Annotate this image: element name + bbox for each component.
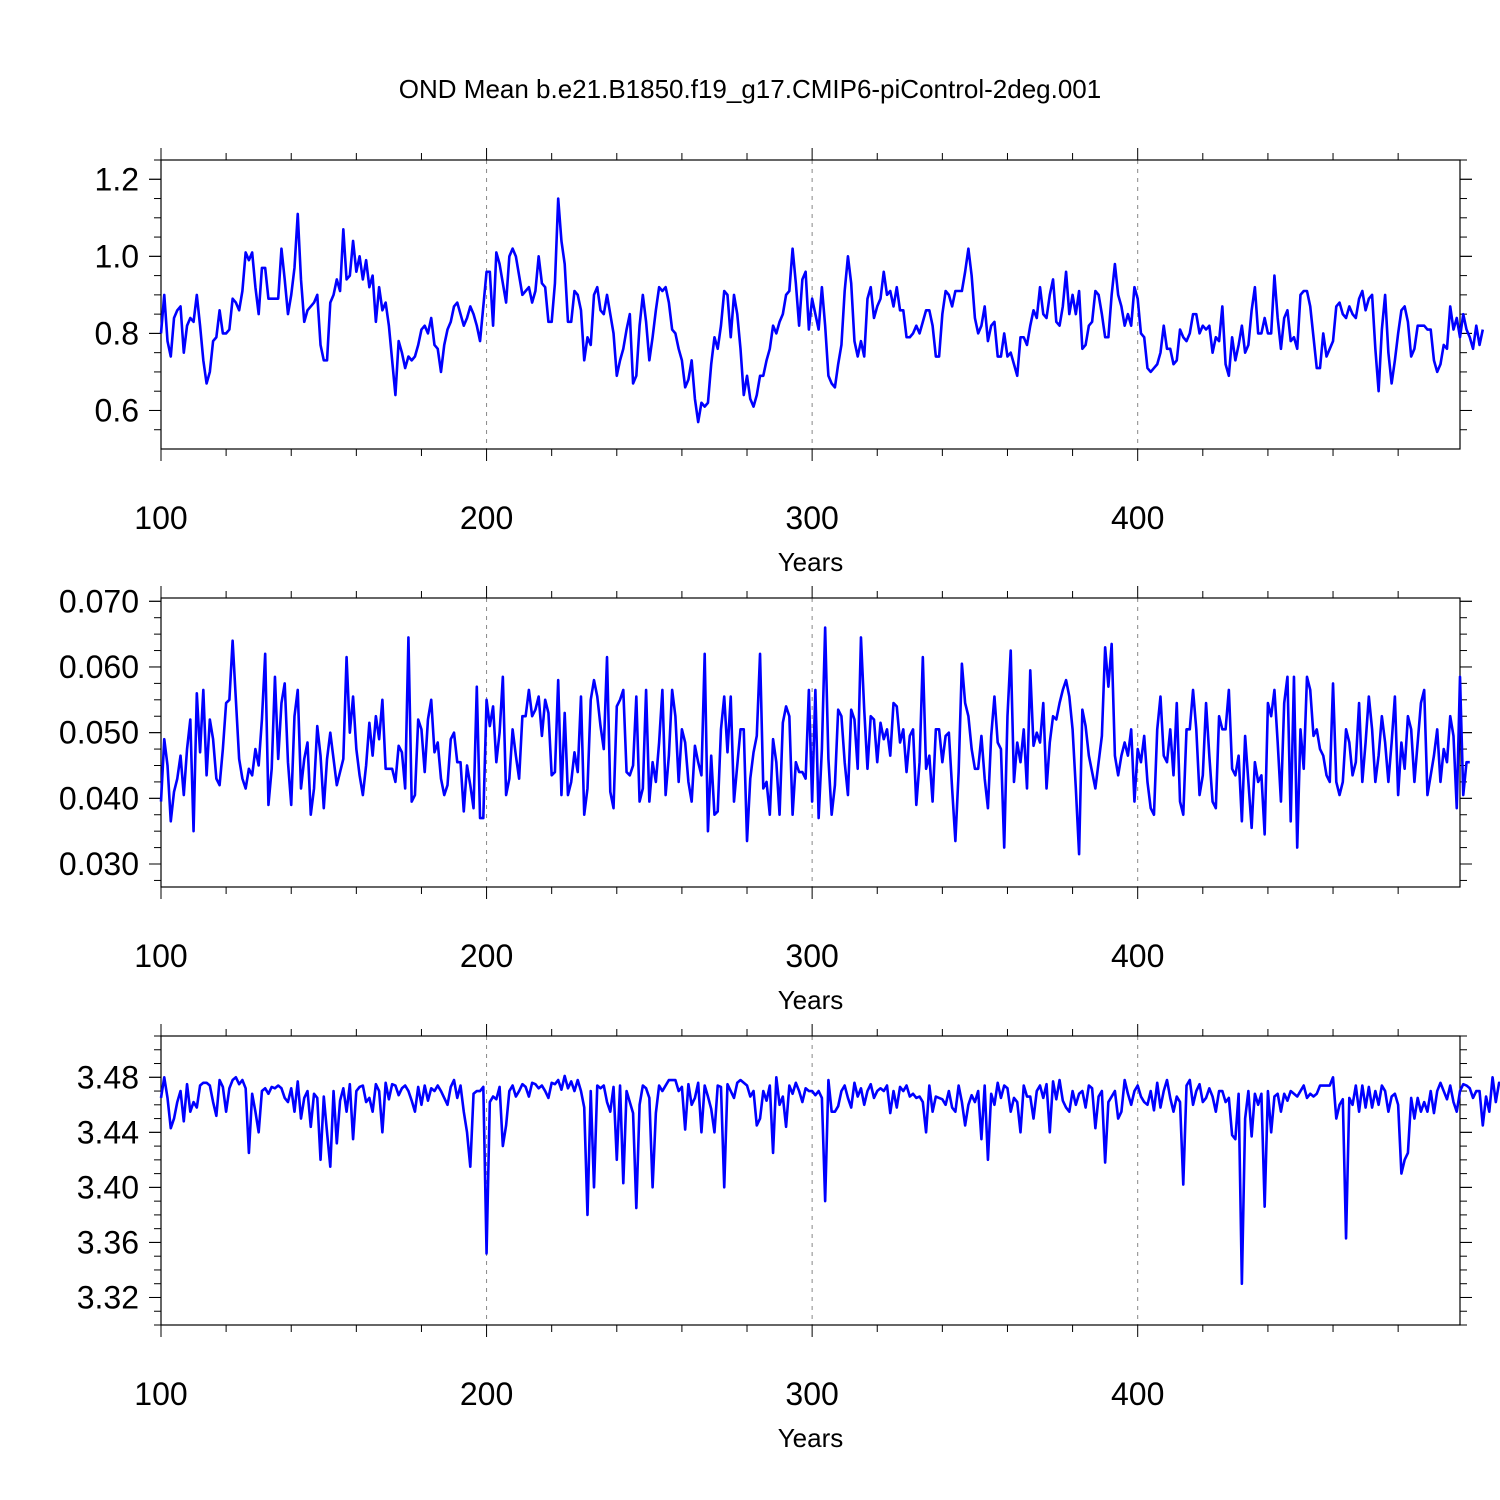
chart-title: OND Mean b.e21.B1850.f19_g17.CMIP6-piCon… [399,74,1101,104]
y-tick-label: 3.48 [77,1059,139,1095]
y-tick-label: 1.2 [95,161,139,197]
y-tick-label: 3.40 [77,1169,139,1205]
y-tick-label: 0.6 [95,392,139,428]
series-line [159,197,1485,424]
plot-frame [160,597,1461,888]
x-tick-label: 300 [785,500,838,536]
x-tick-label: 300 [785,938,838,974]
x-axis-label: Years [778,547,844,577]
y-tick-label: 0.070 [59,583,139,619]
panel-3: 1002003004003.323.363.403.443.48YearsCAr… [77,1024,1500,1453]
x-tick-label: 400 [1111,1376,1164,1412]
y-tick-label: 3.32 [77,1279,139,1315]
series-line [159,626,1470,856]
x-tick-label: 200 [460,1376,513,1412]
y-tick-label: 0.040 [59,780,139,816]
x-tick-label: 300 [785,1376,838,1412]
x-tick-label: 100 [134,500,187,536]
y-tick-label: 3.36 [77,1224,139,1260]
x-axis-label: Years [778,985,844,1015]
x-axis-label: Years [778,1423,844,1453]
x-tick-label: 200 [460,938,513,974]
x-tick-label: 100 [134,1376,187,1412]
y-tick-label: 0.030 [59,846,139,882]
y-tick-label: 0.060 [59,649,139,685]
y-tick-label: 1.0 [95,238,139,274]
x-tick-label: 100 [134,938,187,974]
y-tick-label: 0.050 [59,715,139,751]
x-tick-label: 200 [460,500,513,536]
panel-2: 100 200 300 400 0.030 0.040 0.050 0.060 0.070 Yea… [59,583,1472,1015]
y-tick-label: 0.8 [95,315,139,351]
y-tick-label: 3.44 [77,1114,139,1150]
series-line [159,1074,1500,1286]
plot-frame [160,1035,1461,1326]
x-tick-label: 400 [1111,500,1164,536]
x-tick-label: 400 [1111,938,1164,974]
plot-frame [160,159,1461,450]
